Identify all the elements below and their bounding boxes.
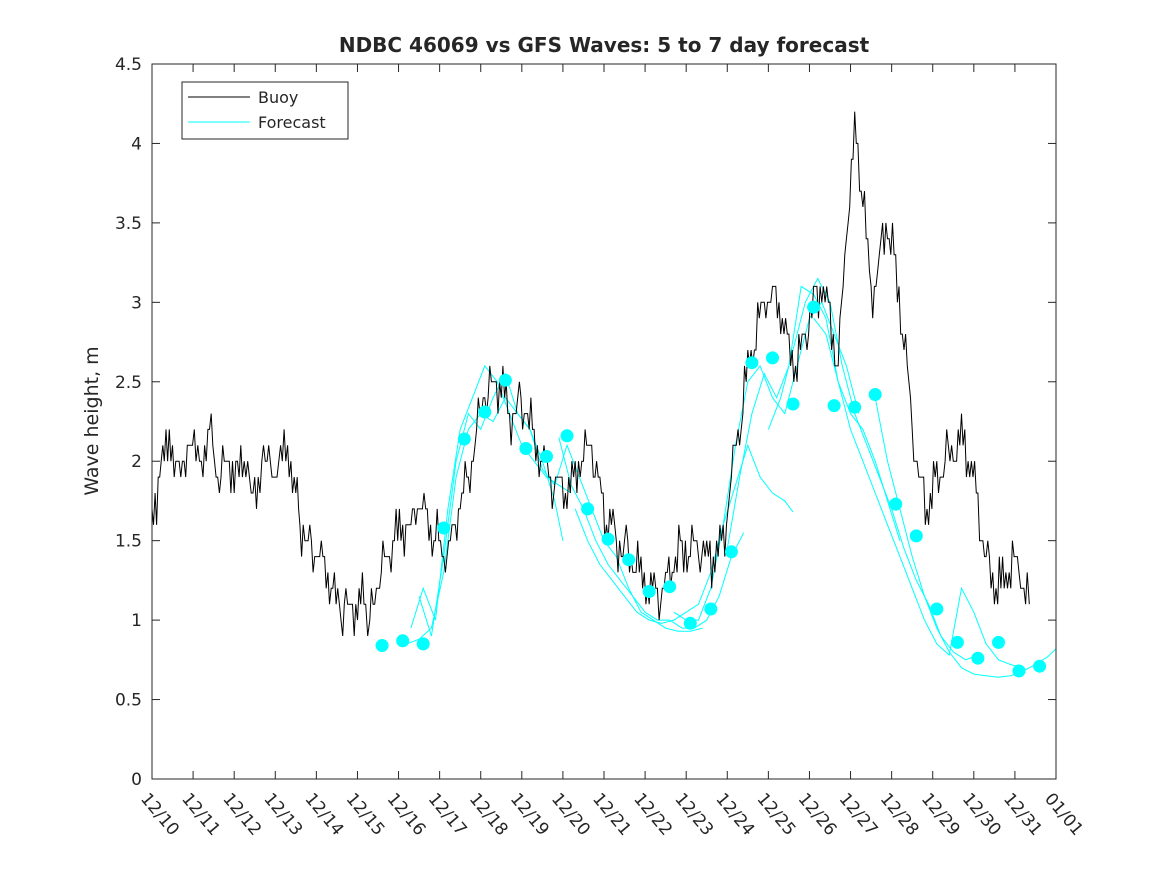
forecast-marker-31 — [992, 635, 1005, 649]
forecast-marker-21 — [786, 397, 800, 411]
forecast-marker-25 — [868, 388, 882, 401]
forecast-marker-18 — [724, 545, 738, 559]
chart-title: NDBC 46069 vs GFS Waves: 5 to 7 day fore… — [339, 33, 870, 57]
forecast-marker-2 — [396, 634, 410, 648]
forecast-marker-11 — [581, 502, 595, 516]
y-tick-label: 4 — [131, 134, 142, 154]
forecast-marker-30 — [971, 651, 985, 665]
forecast-marker-26 — [889, 497, 903, 511]
forecast-marker-7 — [498, 373, 512, 387]
forecast-marker-17 — [704, 602, 718, 616]
forecast-line-6 — [673, 301, 860, 621]
forecast-marker-3 — [416, 637, 430, 651]
forecast-marker-13 — [622, 553, 636, 567]
buoy-line-group — [151, 111, 1030, 637]
y-tick-label: 4.5 — [115, 55, 142, 75]
y-tick-label: 3.5 — [115, 214, 142, 234]
legend-buoy-label: Buoy — [258, 88, 298, 107]
forecast-marker-9 — [540, 450, 553, 463]
forecast-marker-10 — [560, 429, 574, 443]
forecast-marker-12 — [601, 532, 615, 546]
forecast-line-8 — [767, 277, 979, 661]
y-tick-label: 3 — [131, 293, 142, 313]
y-tick-label: 1 — [131, 611, 142, 631]
legend: Buoy Forecast — [181, 81, 349, 140]
y-axis-label: Wave height, m — [81, 346, 103, 495]
forecast-marker-14 — [642, 585, 656, 598]
forecast-marker-5 — [457, 432, 471, 446]
plot-area — [152, 64, 1056, 779]
forecast-marker-15 — [663, 580, 677, 594]
forecast-line-10 — [874, 397, 1057, 678]
forecast-marker-33 — [1033, 659, 1047, 673]
forecast-marker-28 — [930, 602, 944, 616]
forecast-line-9 — [813, 317, 1024, 669]
forecast-line-5 — [574, 443, 794, 624]
forecast-marker-32 — [1012, 664, 1026, 678]
y-tick-label: 0 — [131, 770, 142, 790]
forecast-marker-6 — [478, 405, 492, 419]
forecast-marker-4 — [437, 521, 451, 535]
forecast-marker-8 — [519, 442, 533, 455]
y-tick-label: 2 — [131, 452, 142, 472]
buoy-line — [151, 111, 1030, 637]
y-tick-label: 0.5 — [115, 691, 142, 711]
y-axis: 0 0.5 1 1.5 2 2.5 3 3.5 4 4.5 — [115, 55, 1056, 790]
y-tick-label: 1.5 — [115, 532, 142, 552]
forecast-marker-16 — [683, 616, 697, 630]
forecast-marker-22 — [807, 300, 821, 314]
forecast-marker-27 — [909, 529, 923, 543]
forecast-marker-19 — [745, 356, 759, 370]
forecast-marker-23 — [827, 399, 841, 413]
forecast-marker-20 — [766, 351, 779, 365]
y-tick-label: 2.5 — [115, 373, 142, 393]
forecast-marker-29 — [950, 635, 964, 649]
forecast-marker-24 — [848, 400, 862, 414]
forecast-marker-1 — [375, 639, 389, 652]
legend-box — [181, 81, 349, 140]
legend-forecast-label: Forecast — [258, 113, 326, 132]
forecast-markers — [375, 300, 1047, 678]
